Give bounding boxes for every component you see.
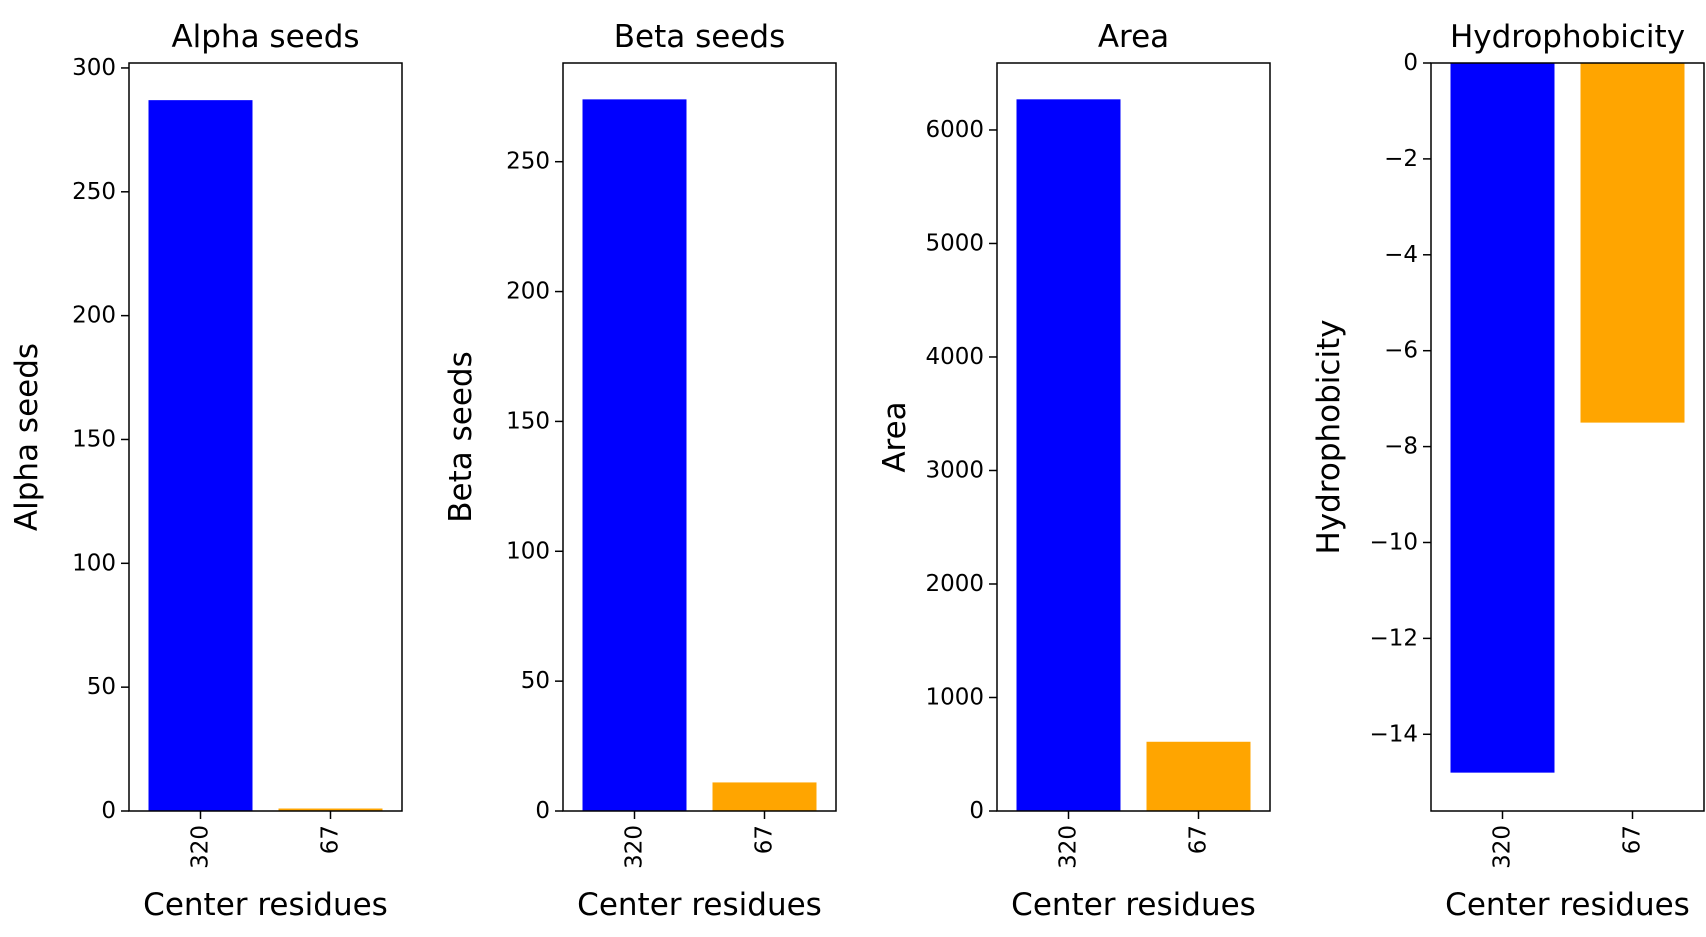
chart-panel-2: 320 67 0 50 100 150 200 250 Beta seeds Center res…: [443, 19, 837, 923]
y-tick-label: 100: [72, 550, 116, 576]
x-tick-label: 67: [318, 825, 344, 854]
y-tick-label: −2: [1384, 146, 1418, 172]
chart-panel-1: 320 67 0 50 100 150 200 250 300 Alpha seeds Center…: [9, 19, 403, 923]
y-tick-label: 100: [506, 538, 550, 564]
bar-67: [1146, 741, 1251, 811]
y-tick-label: −10: [1369, 529, 1418, 555]
axes-frame: [996, 62, 1271, 812]
y-tick-label: 0: [1403, 50, 1418, 76]
y-axis-label: Area: [877, 401, 913, 472]
y-tick-label: 0: [101, 798, 116, 824]
bar-320: [582, 99, 687, 812]
y-tick-label: 150: [506, 408, 550, 434]
axes-frame: [1430, 62, 1705, 812]
y-tick-label: 6000: [925, 117, 984, 143]
chart-title: Alpha seeds: [171, 19, 359, 55]
x-tick-label: 67: [1620, 825, 1646, 854]
y-tick-label: −8: [1384, 434, 1418, 460]
y-tick-label: 0: [969, 798, 984, 824]
y-tick-label: −12: [1369, 625, 1418, 651]
axes-frame: [562, 62, 837, 812]
y-axis-label: Hydrophobicity: [1311, 319, 1347, 554]
chart-title: Hydrophobicity: [1450, 19, 1685, 55]
bar-67: [712, 782, 817, 811]
bar-320: [148, 100, 253, 811]
x-tick-label: 67: [1186, 825, 1212, 854]
x-axis-label: Center residues: [143, 887, 388, 923]
axes-frame: [128, 62, 403, 812]
x-tick-label: 67: [752, 825, 778, 854]
y-tick-label: 50: [87, 674, 116, 700]
y-tick-label: 300: [72, 55, 116, 81]
bar-320: [1016, 99, 1121, 811]
x-tick-label: 320: [1056, 825, 1082, 869]
y-tick-label: 150: [72, 426, 116, 452]
x-tick-label: 320: [622, 825, 648, 869]
y-tick-label: 200: [72, 303, 116, 329]
y-tick-label: 250: [506, 149, 550, 175]
chart-title: Beta seeds: [614, 19, 785, 55]
bar-320: [1450, 63, 1555, 773]
x-tick-label: 320: [188, 825, 214, 869]
y-axis-label: Beta seeds: [443, 351, 479, 522]
y-tick-label: 50: [521, 668, 550, 694]
y-tick-label: −14: [1369, 721, 1418, 747]
y-tick-label: 250: [72, 179, 116, 205]
bar-67: [1580, 63, 1685, 423]
y-tick-label: 200: [506, 279, 550, 305]
chart-panel-4: 320 67 0 −2 −4 −6 −8 −10 −12 −14 Hydrophobicity Cen…: [1311, 19, 1705, 923]
x-axis-label: Center residues: [1445, 887, 1690, 923]
x-tick-label: 320: [1490, 825, 1516, 869]
y-tick-label: −6: [1384, 338, 1418, 364]
y-tick-label: 1000: [925, 684, 984, 710]
x-axis-label: Center residues: [577, 887, 822, 923]
bar-67: [278, 808, 383, 811]
chart-title: Area: [1098, 19, 1169, 55]
x-axis-label: Center residues: [1011, 887, 1256, 923]
y-tick-label: 5000: [925, 230, 984, 256]
y-axis-label: Alpha seeds: [9, 343, 45, 531]
y-tick-label: 4000: [925, 344, 984, 370]
y-tick-label: 2000: [925, 571, 984, 597]
y-tick-label: 0: [535, 798, 550, 824]
y-tick-label: 3000: [925, 457, 984, 483]
chart-panel-3: 320 67 0 1000 2000 3000 4000 5000 6000 Area Center…: [877, 19, 1271, 923]
y-tick-label: −4: [1384, 242, 1418, 268]
